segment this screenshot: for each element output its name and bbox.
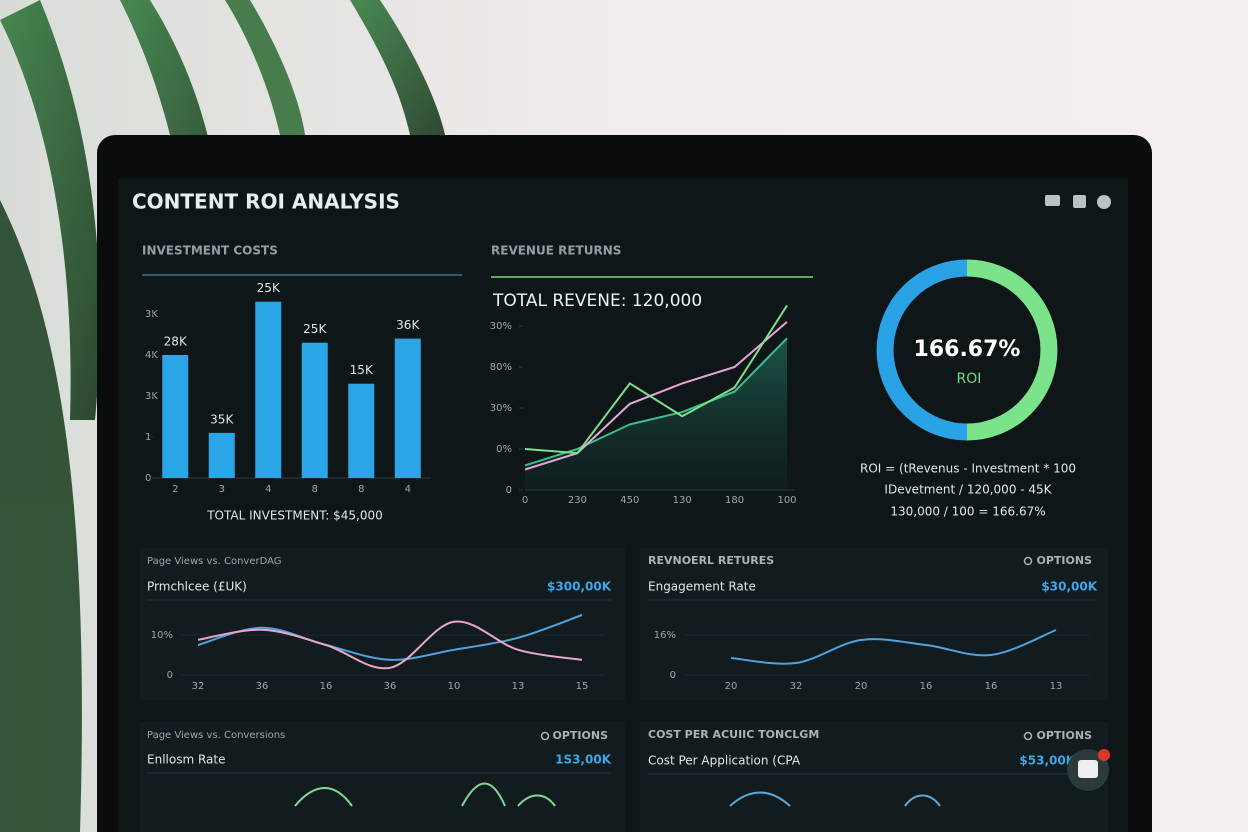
x-tick-label: 130 xyxy=(673,495,692,506)
chat-button[interactable] xyxy=(1067,749,1110,791)
y-tick-label: 0 xyxy=(145,473,151,484)
bar-annotation: 28K xyxy=(164,335,188,349)
roi-label: ROI xyxy=(957,371,982,387)
bar-annotation: 36K xyxy=(396,318,420,332)
y-tick-label: 30% xyxy=(490,403,512,414)
line xyxy=(524,321,788,471)
bar xyxy=(162,355,189,478)
metric-name: Enllosm Rate xyxy=(147,753,225,767)
total-revenue: TOTAL REVENE: 120,000 xyxy=(492,291,702,311)
bar-annotation: 15K xyxy=(350,363,374,377)
metric-name: Engagement Rate xyxy=(648,580,756,594)
x-tick-label: 15 xyxy=(576,681,589,692)
panel-title: COST PER ACUIIC TONCLGM xyxy=(648,728,819,741)
x-tick-label: 180 xyxy=(725,495,744,506)
y-tick-label: 10% xyxy=(151,630,173,641)
bar xyxy=(394,338,421,478)
panel-title: Page Views vs. ConverDAG xyxy=(147,556,282,567)
options-icon[interactable] xyxy=(1023,731,1033,741)
x-tick-label: 20 xyxy=(855,681,868,692)
bar-annotation: 25K xyxy=(303,322,327,336)
chart-preview xyxy=(294,782,556,807)
x-tick-label: 32 xyxy=(790,681,803,692)
options-icon[interactable] xyxy=(1023,556,1033,566)
dashboard-title: CONTENT ROI ANALYSIS xyxy=(132,190,400,214)
line xyxy=(730,629,1057,665)
total-investment: TOTAL INVESTMENT: $45,000 xyxy=(206,509,383,523)
bar xyxy=(255,301,282,478)
line xyxy=(524,304,788,455)
monitor-icon[interactable] xyxy=(1045,195,1060,206)
x-tick-label: 8 xyxy=(358,484,364,495)
metric-name: Cost Per Application (CPA xyxy=(648,754,801,768)
y-tick-label: 0 xyxy=(506,485,512,496)
x-tick-label: 32 xyxy=(192,681,205,692)
x-tick-label: 36 xyxy=(256,681,269,692)
x-tick-label: 36 xyxy=(384,681,397,692)
options-icon[interactable] xyxy=(540,731,550,741)
panel xyxy=(140,722,625,832)
x-tick-label: 16 xyxy=(320,681,333,692)
y-tick-label: 1 xyxy=(145,432,151,443)
x-tick-label: 16 xyxy=(985,681,998,692)
x-tick-label: 10 xyxy=(448,681,461,692)
area xyxy=(525,338,787,490)
x-tick-label: 13 xyxy=(512,681,525,692)
bar xyxy=(208,432,235,478)
y-tick-label: 30% xyxy=(490,321,512,332)
x-tick-label: 4 xyxy=(265,484,271,495)
x-tick-label: 3 xyxy=(219,484,225,495)
formula-line: ROI = (tRevenus - Investment * 100 xyxy=(860,462,1076,476)
y-tick-label: 0 xyxy=(167,670,173,681)
metric-value: $30,00K xyxy=(1041,580,1097,594)
x-tick-label: 0 xyxy=(522,495,528,506)
x-tick-label: 2 xyxy=(172,484,178,495)
y-tick-label: 0% xyxy=(496,444,512,455)
help-icon[interactable] xyxy=(1097,195,1111,209)
x-tick-label: 20 xyxy=(725,681,738,692)
bar-annotation: 35K xyxy=(210,412,234,426)
x-tick-label: 100 xyxy=(777,495,796,506)
options-button[interactable]: OPTIONS xyxy=(1037,554,1093,567)
panel-title: REVNOERL RETURES xyxy=(648,554,774,567)
bar xyxy=(348,383,375,478)
metric-value: 1S3,00K xyxy=(555,753,612,767)
bar-annotation: 25K xyxy=(257,281,281,295)
x-tick-label: 13 xyxy=(1050,681,1063,692)
section-title: REVENUE RETURNS xyxy=(491,244,621,258)
metric-name: Prmchlcee (£UK) xyxy=(147,580,247,594)
line xyxy=(197,620,583,670)
options-button[interactable]: OPTIONS xyxy=(1037,729,1093,742)
metric-value: $300,00K xyxy=(547,580,612,594)
metric-value: $53,00K xyxy=(1019,754,1075,768)
options-button[interactable]: OPTIONS xyxy=(553,729,609,742)
x-tick-label: 8 xyxy=(312,484,318,495)
toolbar xyxy=(1045,195,1111,209)
donut-segment xyxy=(966,259,1058,441)
panel xyxy=(640,722,1108,832)
x-tick-label: 4 xyxy=(405,484,411,495)
panel-title: Page Views vs. Conversions xyxy=(147,730,285,741)
panel xyxy=(140,548,625,700)
y-tick-label: 80% xyxy=(490,362,512,373)
y-tick-label: 16% xyxy=(654,630,676,641)
x-tick-label: 16 xyxy=(920,681,933,692)
formula-line: IDevetment / 120,000 - 45K xyxy=(884,483,1052,497)
x-tick-label: 450 xyxy=(620,495,639,506)
donut-segment xyxy=(876,259,968,441)
y-tick-label: 0 xyxy=(670,670,676,681)
section-title: INVESTMENT COSTS xyxy=(142,244,278,258)
panel xyxy=(640,548,1108,700)
formula-line: 130,000 / 100 = 166.67% xyxy=(890,505,1045,519)
bar xyxy=(301,342,328,478)
line xyxy=(197,614,583,661)
chart-preview xyxy=(729,791,941,807)
roi-value: 166.67% xyxy=(914,337,1021,362)
x-tick-label: 230 xyxy=(568,495,587,506)
share-icon[interactable] xyxy=(1073,195,1086,208)
